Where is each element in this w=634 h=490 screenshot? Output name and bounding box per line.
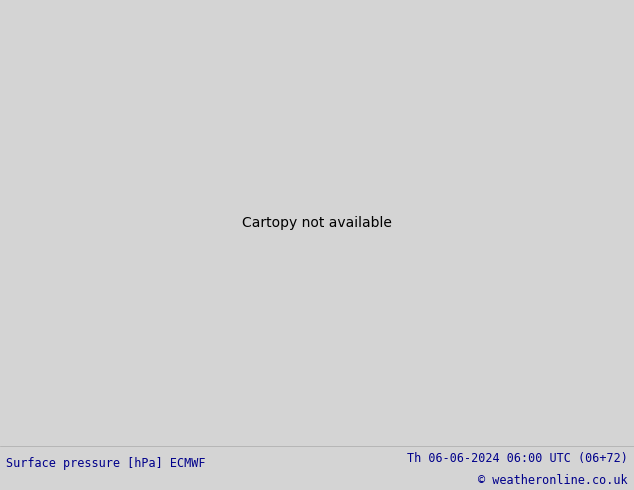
Text: © weatheronline.co.uk: © weatheronline.co.uk: [478, 474, 628, 487]
Text: Th 06-06-2024 06:00 UTC (06+72): Th 06-06-2024 06:00 UTC (06+72): [407, 452, 628, 465]
Text: Cartopy not available: Cartopy not available: [242, 216, 392, 230]
Text: Surface pressure [hPa] ECMWF: Surface pressure [hPa] ECMWF: [6, 457, 206, 470]
